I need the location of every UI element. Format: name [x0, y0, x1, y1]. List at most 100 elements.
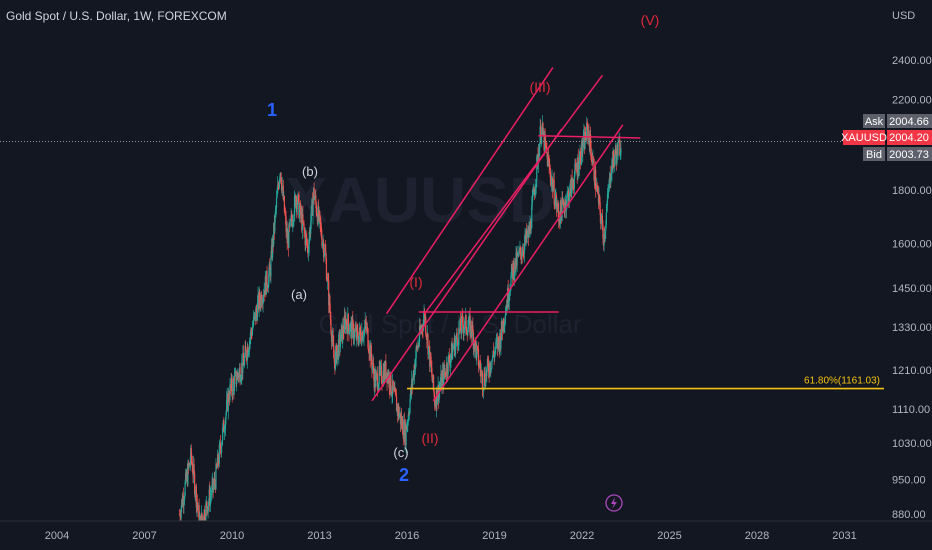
- time-tick-6: 2022: [570, 530, 594, 542]
- candle-body-309: [352, 319, 354, 323]
- candle-body-305: [349, 323, 352, 332]
- candle-body-51: [207, 506, 209, 513]
- candle-body-637: [536, 156, 538, 180]
- candle-body-679: [559, 201, 561, 224]
- candle-body-318: [357, 331, 359, 340]
- candles-layer: [178, 115, 622, 537]
- candle-body-691: [566, 192, 568, 204]
- candle-body-52: [208, 501, 210, 507]
- candle-body-1: [179, 514, 181, 518]
- candle-body-244: [315, 203, 317, 214]
- last-price-value: 2004.20: [889, 132, 929, 144]
- candle-body-765: [607, 191, 610, 193]
- candle-body-718: [581, 140, 583, 154]
- time-axis[interactable]: 2004 2007 2010 2013 2016 2019 2022 2025 2028 2031: [0, 520, 932, 550]
- candle-body-65: [215, 464, 217, 489]
- candle-body-113: [242, 353, 244, 373]
- candle-body-57: [210, 494, 213, 496]
- candle-body-195: [288, 224, 290, 248]
- candle-body-488: [452, 348, 454, 350]
- lower-channel-line[interactable]: [371, 128, 563, 402]
- candle-body-760: [605, 225, 607, 231]
- time-tick-3: 2013: [307, 530, 331, 542]
- candle-body-761: [605, 212, 607, 226]
- lower-channel-shifted-line[interactable]: [432, 124, 624, 402]
- candle-body-381: [392, 380, 394, 389]
- candle-body-163: [270, 256, 272, 277]
- candle-body-221: [302, 222, 305, 224]
- candle-body-707: [575, 164, 577, 170]
- candle-body-495: [456, 332, 458, 339]
- symbol-legend-title[interactable]: Gold Spot / U.S. Dollar, 1W, FOREXCOM: [6, 9, 227, 23]
- candle-body-655: [546, 150, 548, 154]
- candle-body-228: [306, 244, 308, 246]
- candle-body-404: [405, 426, 407, 446]
- candle-body-665: [551, 178, 554, 192]
- last-price-tag: XAUUSD 2004.20: [841, 130, 932, 145]
- candle-body-320: [358, 335, 360, 345]
- wave-label-b: (b): [302, 164, 318, 179]
- lightning-event-icon[interactable]: [605, 494, 623, 512]
- candle-body-715: [579, 151, 582, 165]
- candle-body-269: [329, 311, 331, 319]
- candle-body-17: [188, 463, 190, 468]
- candle-body-323: [360, 332, 362, 341]
- upper-channel-line[interactable]: [385, 67, 554, 315]
- bid-tag: Bid 2003.73: [863, 147, 932, 161]
- wave-label-II: (II): [421, 430, 438, 446]
- candle-body-258: [323, 254, 325, 258]
- candle-body-460: [436, 398, 439, 405]
- candle-body-785: [619, 140, 621, 156]
- candle-body-544: [484, 373, 486, 384]
- candle-body-755: [602, 225, 604, 239]
- candle-body-554: [489, 362, 491, 372]
- candle-body-773: [612, 150, 614, 171]
- candle-body-77: [222, 427, 224, 441]
- candle-body-608: [519, 246, 522, 253]
- candle-body-80: [223, 430, 225, 433]
- channel-drawings[interactable]: [371, 67, 641, 402]
- candle-body-69: [217, 454, 219, 464]
- candle-body-463: [438, 388, 440, 401]
- wave-label-V: (V): [641, 12, 660, 28]
- candle-body-114: [242, 353, 245, 362]
- candle-body-119: [245, 350, 247, 358]
- time-tick-4: 2016: [395, 530, 419, 542]
- candle-body-534: [478, 365, 480, 367]
- candle-body-335: [366, 326, 369, 329]
- candle-body-63: [214, 479, 216, 484]
- horizontal-top-line[interactable]: [538, 135, 641, 139]
- candle-body-250: [319, 211, 321, 216]
- candle-body-293: [343, 332, 345, 334]
- price-tick-7: 1110.00: [892, 404, 930, 416]
- candle-body-745: [596, 186, 598, 190]
- candle-body-407: [407, 421, 409, 424]
- candle-body-261: [325, 251, 327, 259]
- symbol-tag-label: XAUUSD: [841, 132, 887, 144]
- price-axis[interactable]: USD 2400.00 2200.00 1800.00 1600.00 1450.00 1…: [884, 0, 932, 521]
- candle-body-67: [216, 467, 218, 469]
- candle-body-110: [240, 377, 242, 381]
- time-tick-0: 2004: [45, 530, 69, 542]
- candle-body-7: [182, 495, 185, 505]
- candle-body-673: [556, 206, 558, 209]
- candle-body-657: [547, 156, 549, 167]
- candle-body-498: [458, 328, 460, 346]
- candle-body-640: [537, 152, 540, 165]
- candle-body-66: [215, 464, 218, 468]
- candle-body-294: [343, 315, 346, 333]
- candle-body-291: [342, 325, 344, 343]
- candle-body-586: [507, 287, 509, 304]
- candle-body-739: [593, 159, 595, 180]
- candle-body-211: [297, 194, 299, 204]
- candle-body-493: [455, 338, 457, 343]
- candle-body-220: [302, 214, 304, 223]
- middle-channel-line[interactable]: [423, 74, 604, 315]
- price-tick-10: 880.00: [892, 509, 926, 521]
- candle-body-204: [293, 216, 295, 223]
- candle-body-409: [408, 414, 410, 416]
- candle-body-93: [231, 378, 233, 392]
- candle-body-433: [421, 325, 423, 329]
- candle-body-610: [521, 255, 523, 259]
